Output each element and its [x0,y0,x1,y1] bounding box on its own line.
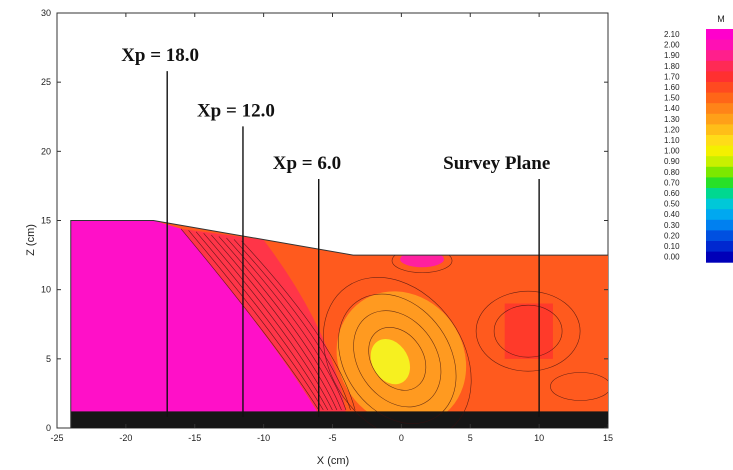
contour-line [188,230,324,411]
colorbar-label: 0.60 [664,189,680,198]
colorbar-label: 0.50 [664,200,680,209]
colorbar-swatch [706,241,733,253]
annotation-label: Survey Plane [443,153,550,174]
y-tick-label: 5 [46,354,51,364]
colorbar: 2.10 2.001.90 1.801.70 1.60 1.501.40 1.301.20… [664,29,733,263]
x-tick-label: 15 [603,433,613,443]
annotation-label: Xp = 6.0 [273,153,341,174]
colorbar-label: 0.00 [664,253,680,262]
transition-band [180,228,347,415]
x-tick-label: -25 [50,433,63,443]
right-red-patch [504,303,553,359]
contour-line [233,239,351,411]
colorbar-swatch [706,198,733,210]
contour-line [180,228,319,411]
x-tick-label: 0 [399,433,404,443]
contour-line [368,327,427,391]
colorbar-label: 2.00 [664,41,680,50]
y-tick-label: 0 [46,423,51,433]
colorbar-label: 0.70 [664,178,680,187]
colorbar-swatch [706,219,733,231]
y-axis-title: Z (cm) [25,224,37,256]
annotation-label: Xp = 12.0 [197,100,275,121]
contour-line [226,237,347,411]
colorbar-label: 0.20 [664,231,680,240]
contour-lines [180,228,608,428]
colorbar-swatch [706,230,733,242]
colorbar-label: 1.60 [664,83,680,92]
contour-line [493,304,563,358]
colorbar-swatch [706,124,733,136]
annotation-label: Xp = 18.0 [121,45,199,66]
contour-line [211,234,338,411]
x-axis-ticks: -25 -20 -15 -10 -5 0 5 10 15 [50,13,613,443]
colorbar-label: 0.90 [664,157,680,166]
colorbar-swatch [706,135,733,147]
contour-line [322,277,472,428]
y-tick-label: 30 [41,8,51,18]
bed-outline [70,220,608,428]
contour-line [338,293,457,424]
y-axis-ticks: 0 5 10 15 20 25 30 [41,8,608,433]
colorbar-swatch [706,71,733,83]
colorbar-label: 1.30 [664,115,680,124]
contour-line [218,236,342,411]
colorbar-swatch [706,251,733,263]
colorbar-label: 1.50 [664,94,680,103]
y-tick-label: 10 [41,285,51,295]
colorbar-swatch [706,188,733,200]
x-tick-label: -20 [119,433,132,443]
colorbar-label: 1.10 [664,136,680,145]
colorbar-swatch [706,50,733,62]
x-tick-label: -5 [328,433,336,443]
colorbar-swatch [706,29,733,41]
colorbar-swatch [706,92,733,104]
bed-shear-layer [70,411,608,428]
colorbar-label: 1.40 [664,104,680,113]
x-tick-label: 5 [468,433,473,443]
colorbar-title: M [717,14,725,24]
contour-line [203,233,333,411]
colorbar-swatch [706,177,733,189]
colorbar-swatch [706,103,733,115]
colorbar-label: 0.80 [664,168,680,177]
colorbar-swatch [706,166,733,178]
annotations: Xp = 18.0 Xp = 12.0 Xp = 6.0 Survey Plane [121,45,550,417]
colorbar-label: 1.70 [664,72,680,81]
contour-line [550,372,608,401]
colorbar-label: 2.10 [664,30,680,39]
flow-field [70,220,608,428]
x-tick-label: -10 [257,433,270,443]
colorbar-swatch [706,113,733,125]
colorbar-label: 1.20 [664,125,680,134]
colorbar-swatch [706,209,733,221]
upstream-region [70,220,319,428]
colorbar-swatch [706,60,733,72]
contour-line [353,310,442,408]
x-axis-title: X (cm) [317,455,349,467]
x-tick-label: -15 [188,433,201,443]
y-tick-label: 15 [41,216,51,226]
y-tick-label: 20 [41,146,51,156]
colorbar-label: 1.90 [664,51,680,60]
colorbar-swatch [706,156,733,168]
y-tick-label: 25 [41,77,51,87]
x-tick-label: 10 [534,433,544,443]
contour-line [475,290,581,372]
colorbar-label: 0.10 [664,242,680,251]
colorbar-label: 1.80 [664,62,680,71]
colorbar-swatch [706,145,733,157]
colorbar-swatch [706,82,733,94]
colorbar-label: 0.40 [664,210,680,219]
colorbar-label: 1.00 [664,147,680,156]
core-bright [370,338,411,385]
colorbar-label: 0.30 [664,221,680,230]
colorbar-swatch [706,39,733,51]
